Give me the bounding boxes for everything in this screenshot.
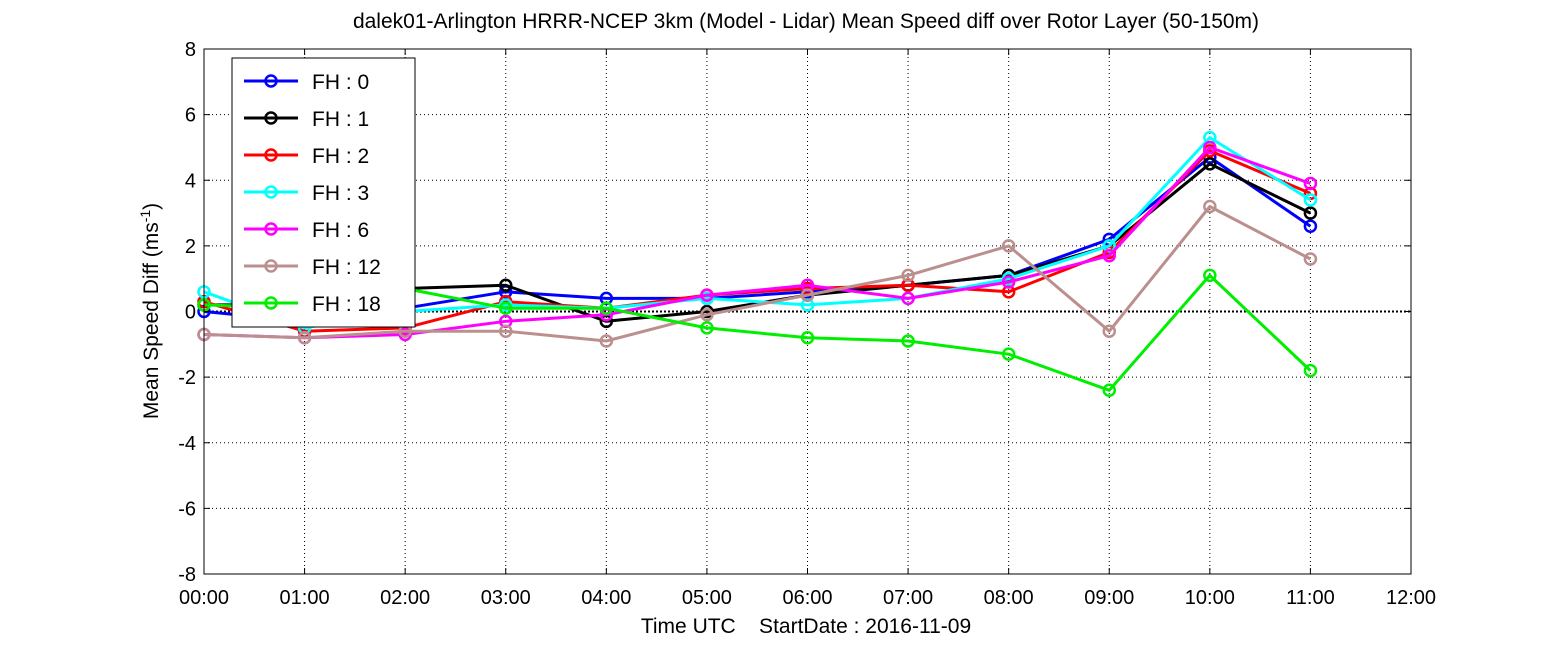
y-tick-label: 0	[185, 302, 196, 324]
legend-swatch-marker	[264, 74, 278, 88]
data-point	[1303, 176, 1318, 191]
data-point	[1303, 193, 1318, 207]
data-point	[700, 308, 714, 322]
data-point	[901, 291, 915, 306]
x-tick-label: 11:00	[1286, 587, 1335, 609]
y-tick-label: -8	[178, 564, 196, 586]
data-point	[1303, 252, 1318, 266]
legend-item: FH : 3	[244, 182, 369, 205]
y-axis-title-end: )	[140, 203, 163, 210]
data-point	[1203, 140, 1217, 155]
legend-label: FH : 1	[312, 108, 369, 131]
y-axis-title-main: Mean Speed Diff (ms	[140, 222, 163, 419]
data-point	[901, 334, 915, 348]
data-point	[1001, 275, 1016, 289]
legend-label: FH : 0	[312, 71, 369, 94]
x-tick-label: 08:00	[984, 587, 1034, 609]
legend-swatch-marker	[264, 296, 278, 310]
x-tick-label: 10:00	[1185, 587, 1235, 609]
data-point	[499, 301, 513, 315]
data-point	[1203, 199, 1217, 214]
series-line-fh-6	[203, 145, 1311, 340]
data-point	[499, 278, 513, 292]
y-axis-title-sup: -1	[137, 210, 153, 223]
x-tick-label: 05:00	[682, 587, 732, 609]
data-point	[1203, 157, 1217, 171]
data-point	[599, 334, 614, 348]
legend-label: FH : 18	[312, 293, 381, 316]
y-axis: 8 6 4 2 0 -2 -4 -6 -8	[178, 39, 1411, 586]
x-tick-label: 06:00	[782, 587, 832, 609]
data-point	[800, 331, 815, 345]
y-tick-label: 4	[185, 170, 196, 192]
data-point	[800, 288, 815, 302]
data-point	[1102, 248, 1116, 263]
data-point	[700, 321, 714, 335]
data-point	[700, 288, 714, 302]
data-point	[1303, 206, 1318, 220]
x-axis-title: Time UTC StartDate : 2016-11-09	[641, 615, 971, 638]
legend-item: FH : 1	[244, 108, 369, 131]
x-tick-label: 03:00	[481, 587, 531, 609]
x-tick-label: 02:00	[380, 587, 430, 609]
legend: FH : 0 FH : 1 FH : 2 FH : 3 FH : 6 FH : 12 FH …	[231, 57, 416, 328]
y-tick-label: -2	[178, 367, 196, 389]
x-axis: 00:00 01:00 02:00 03:00 04:00 05:00 06:00 07:00…	[179, 49, 1436, 609]
data-point	[1001, 239, 1016, 253]
legend-item: FH : 18	[244, 293, 381, 316]
data-point	[599, 301, 614, 315]
y-tick-label: -6	[178, 498, 196, 520]
legend-item: FH : 6	[244, 219, 369, 242]
data-point	[1102, 383, 1116, 397]
y-tick-label: 6	[185, 105, 196, 127]
x-tick-label: 12:00	[1386, 587, 1436, 609]
data-point	[1303, 219, 1318, 233]
data-point	[297, 331, 312, 345]
data-point	[1102, 324, 1116, 338]
legend-label: FH : 3	[312, 182, 369, 205]
y-tick-label: -4	[178, 433, 196, 455]
legend-label: FH : 6	[312, 219, 369, 242]
data-point	[1303, 363, 1318, 378]
chart-title: dalek01-Arlington HRRR-NCEP 3km (Model -…	[353, 10, 1259, 33]
legend-swatch-marker	[264, 185, 278, 199]
legend-item: FH : 12	[244, 256, 381, 279]
legend-swatch-marker	[264, 111, 278, 125]
x-tick-label: 04:00	[581, 587, 631, 609]
y-tick-label: 2	[185, 236, 196, 258]
y-axis-title: Mean Speed Diff (ms-1)	[137, 203, 163, 419]
legend-item: FH : 2	[244, 145, 369, 168]
legend-item: FH : 0	[244, 71, 369, 94]
x-tick-label: 09:00	[1084, 587, 1134, 609]
series-line-fh-12	[203, 205, 1312, 343]
legend-swatch-marker	[264, 222, 278, 236]
legend-label: FH : 12	[312, 256, 381, 279]
data-point	[901, 268, 915, 283]
legend-swatch-marker	[264, 259, 278, 273]
data-point	[499, 324, 513, 338]
legend-swatch-marker	[264, 148, 278, 162]
x-tick-label: 00:00	[179, 587, 229, 609]
y-tick-label: 8	[185, 39, 196, 61]
x-tick-label: 01:00	[280, 587, 330, 609]
legend-label: FH : 2	[312, 145, 369, 168]
data-point	[1203, 268, 1217, 283]
x-tick-label: 07:00	[883, 587, 933, 609]
data-point	[1001, 347, 1016, 361]
